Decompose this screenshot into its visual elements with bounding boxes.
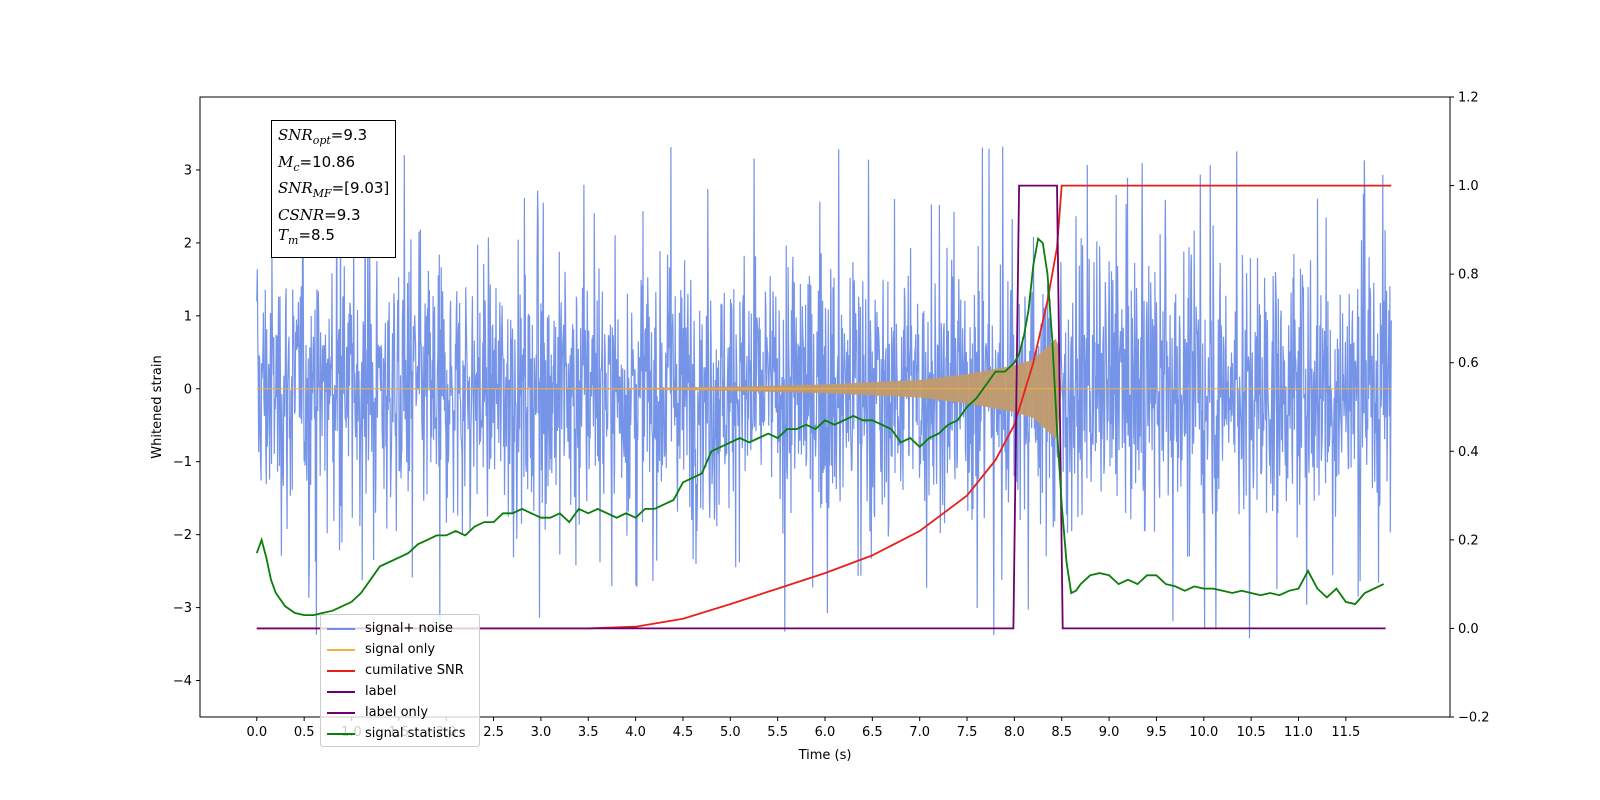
y-right-tick-label: 0.4 [1458, 445, 1479, 460]
series-layer [257, 136, 1392, 638]
x-tick-label: 10.0 [1189, 725, 1218, 740]
y-axis-label: Whitened strain [150, 355, 165, 458]
tm-symbol: T [278, 226, 288, 244]
y-left-tick-label: 0 [184, 382, 192, 397]
snr-opt-row: SNRopt=9.3 [278, 125, 389, 152]
legend: signal+ noise signal only cumilative SNR… [320, 614, 480, 747]
x-tick-label: 4.5 [673, 725, 694, 740]
x-tick-label: 7.0 [909, 725, 930, 740]
legend-label: signal only [365, 642, 435, 657]
tm-value: =8.5 [298, 226, 334, 244]
x-tick-label: 3.0 [531, 725, 552, 740]
y-axis-left: −4 −3 −2 −1 0 1 2 3 [173, 163, 200, 689]
legend-entry-cumulative-snr: cumilative SNR [321, 660, 479, 681]
legend-label: cumilative SNR [365, 663, 464, 678]
y-left-tick-label: 1 [184, 309, 192, 324]
snr-mf-symbol: SNR [278, 179, 313, 197]
snr-mf-row: SNRMF=[9.03] [278, 178, 389, 205]
mc-symbol: M [278, 153, 293, 171]
x-tick-label: 9.0 [1099, 725, 1120, 740]
x-tick-label: 7.5 [957, 725, 978, 740]
legend-swatch [327, 628, 355, 630]
x-tick-label: 11.0 [1284, 725, 1313, 740]
snr-mf-subscript: MF [313, 187, 332, 200]
y-right-tick-label: 1.2 [1458, 91, 1479, 106]
snr-opt-subscript: opt [313, 134, 331, 147]
x-tick-label: 5.0 [720, 725, 741, 740]
mc-row: Mc=10.86 [278, 152, 389, 179]
y-right-tick-label: 1.0 [1458, 179, 1479, 194]
csnr-value: =9.3 [324, 206, 360, 224]
y-left-tick-label: 3 [184, 163, 192, 178]
x-axis-label: Time (s) [798, 748, 852, 763]
csnr-row: CSNR=9.3 [278, 205, 389, 226]
x-tick-label: 3.5 [578, 725, 599, 740]
legend-entry-label: label [321, 681, 479, 702]
x-tick-label: 11.5 [1331, 725, 1360, 740]
snr-opt-value: =9.3 [331, 126, 367, 144]
legend-entry-label-only: label only [321, 702, 479, 723]
tm-row: Tm=8.5 [278, 225, 389, 252]
y-right-tick-label: 0.8 [1458, 268, 1479, 283]
legend-swatch [327, 691, 355, 693]
x-tick-label: 8.5 [1051, 725, 1072, 740]
legend-entry-signal-noise: signal+ noise [321, 618, 479, 639]
legend-swatch [327, 712, 355, 714]
x-tick-label: 0.0 [246, 725, 267, 740]
x-tick-label: 9.5 [1146, 725, 1167, 740]
x-tick-label: 0.5 [294, 725, 315, 740]
csnr-symbol: CSNR [278, 206, 324, 224]
stats-annotation-box: SNRopt=9.3 Mc=10.86 SNRMF=[9.03] CSNR=9.… [271, 120, 396, 258]
y-right-tick-label: 0.6 [1458, 356, 1479, 371]
mc-value: =10.86 [300, 153, 356, 171]
x-tick-label: 10.5 [1237, 725, 1266, 740]
y-right-tick-label: −0.2 [1458, 711, 1490, 726]
x-tick-label: 5.5 [767, 725, 788, 740]
legend-swatch [327, 649, 355, 651]
x-tick-label: 6.5 [862, 725, 883, 740]
legend-swatch [327, 670, 355, 672]
y-left-tick-label: −2 [173, 528, 192, 543]
y-right-tick-label: 0.0 [1458, 622, 1479, 637]
snr-opt-symbol: SNR [278, 126, 313, 144]
snr-mf-value: =[9.03] [332, 179, 390, 197]
legend-swatch [327, 733, 355, 735]
legend-label: label [365, 684, 396, 699]
legend-label: signal statistics [365, 726, 466, 741]
x-tick-label: 8.0 [1004, 725, 1025, 740]
tm-subscript: m [288, 234, 298, 247]
y-right-tick-label: 0.2 [1458, 533, 1479, 548]
y-left-tick-label: 2 [184, 236, 192, 251]
legend-label: label only [365, 705, 428, 720]
y-left-tick-label: −1 [173, 455, 192, 470]
legend-label: signal+ noise [365, 621, 453, 636]
x-tick-label: 2.5 [483, 725, 504, 740]
y-left-tick-label: −3 [173, 601, 192, 616]
x-tick-label: 6.0 [815, 725, 836, 740]
legend-entry-signal-only: signal only [321, 639, 479, 660]
y-axis-right: −0.2 0.0 0.2 0.4 0.6 0.8 1.0 1.2 [1450, 91, 1490, 726]
legend-entry-signal-statistics: signal statistics [321, 723, 479, 744]
x-tick-label: 4.0 [625, 725, 646, 740]
y-left-tick-label: −4 [173, 674, 192, 689]
